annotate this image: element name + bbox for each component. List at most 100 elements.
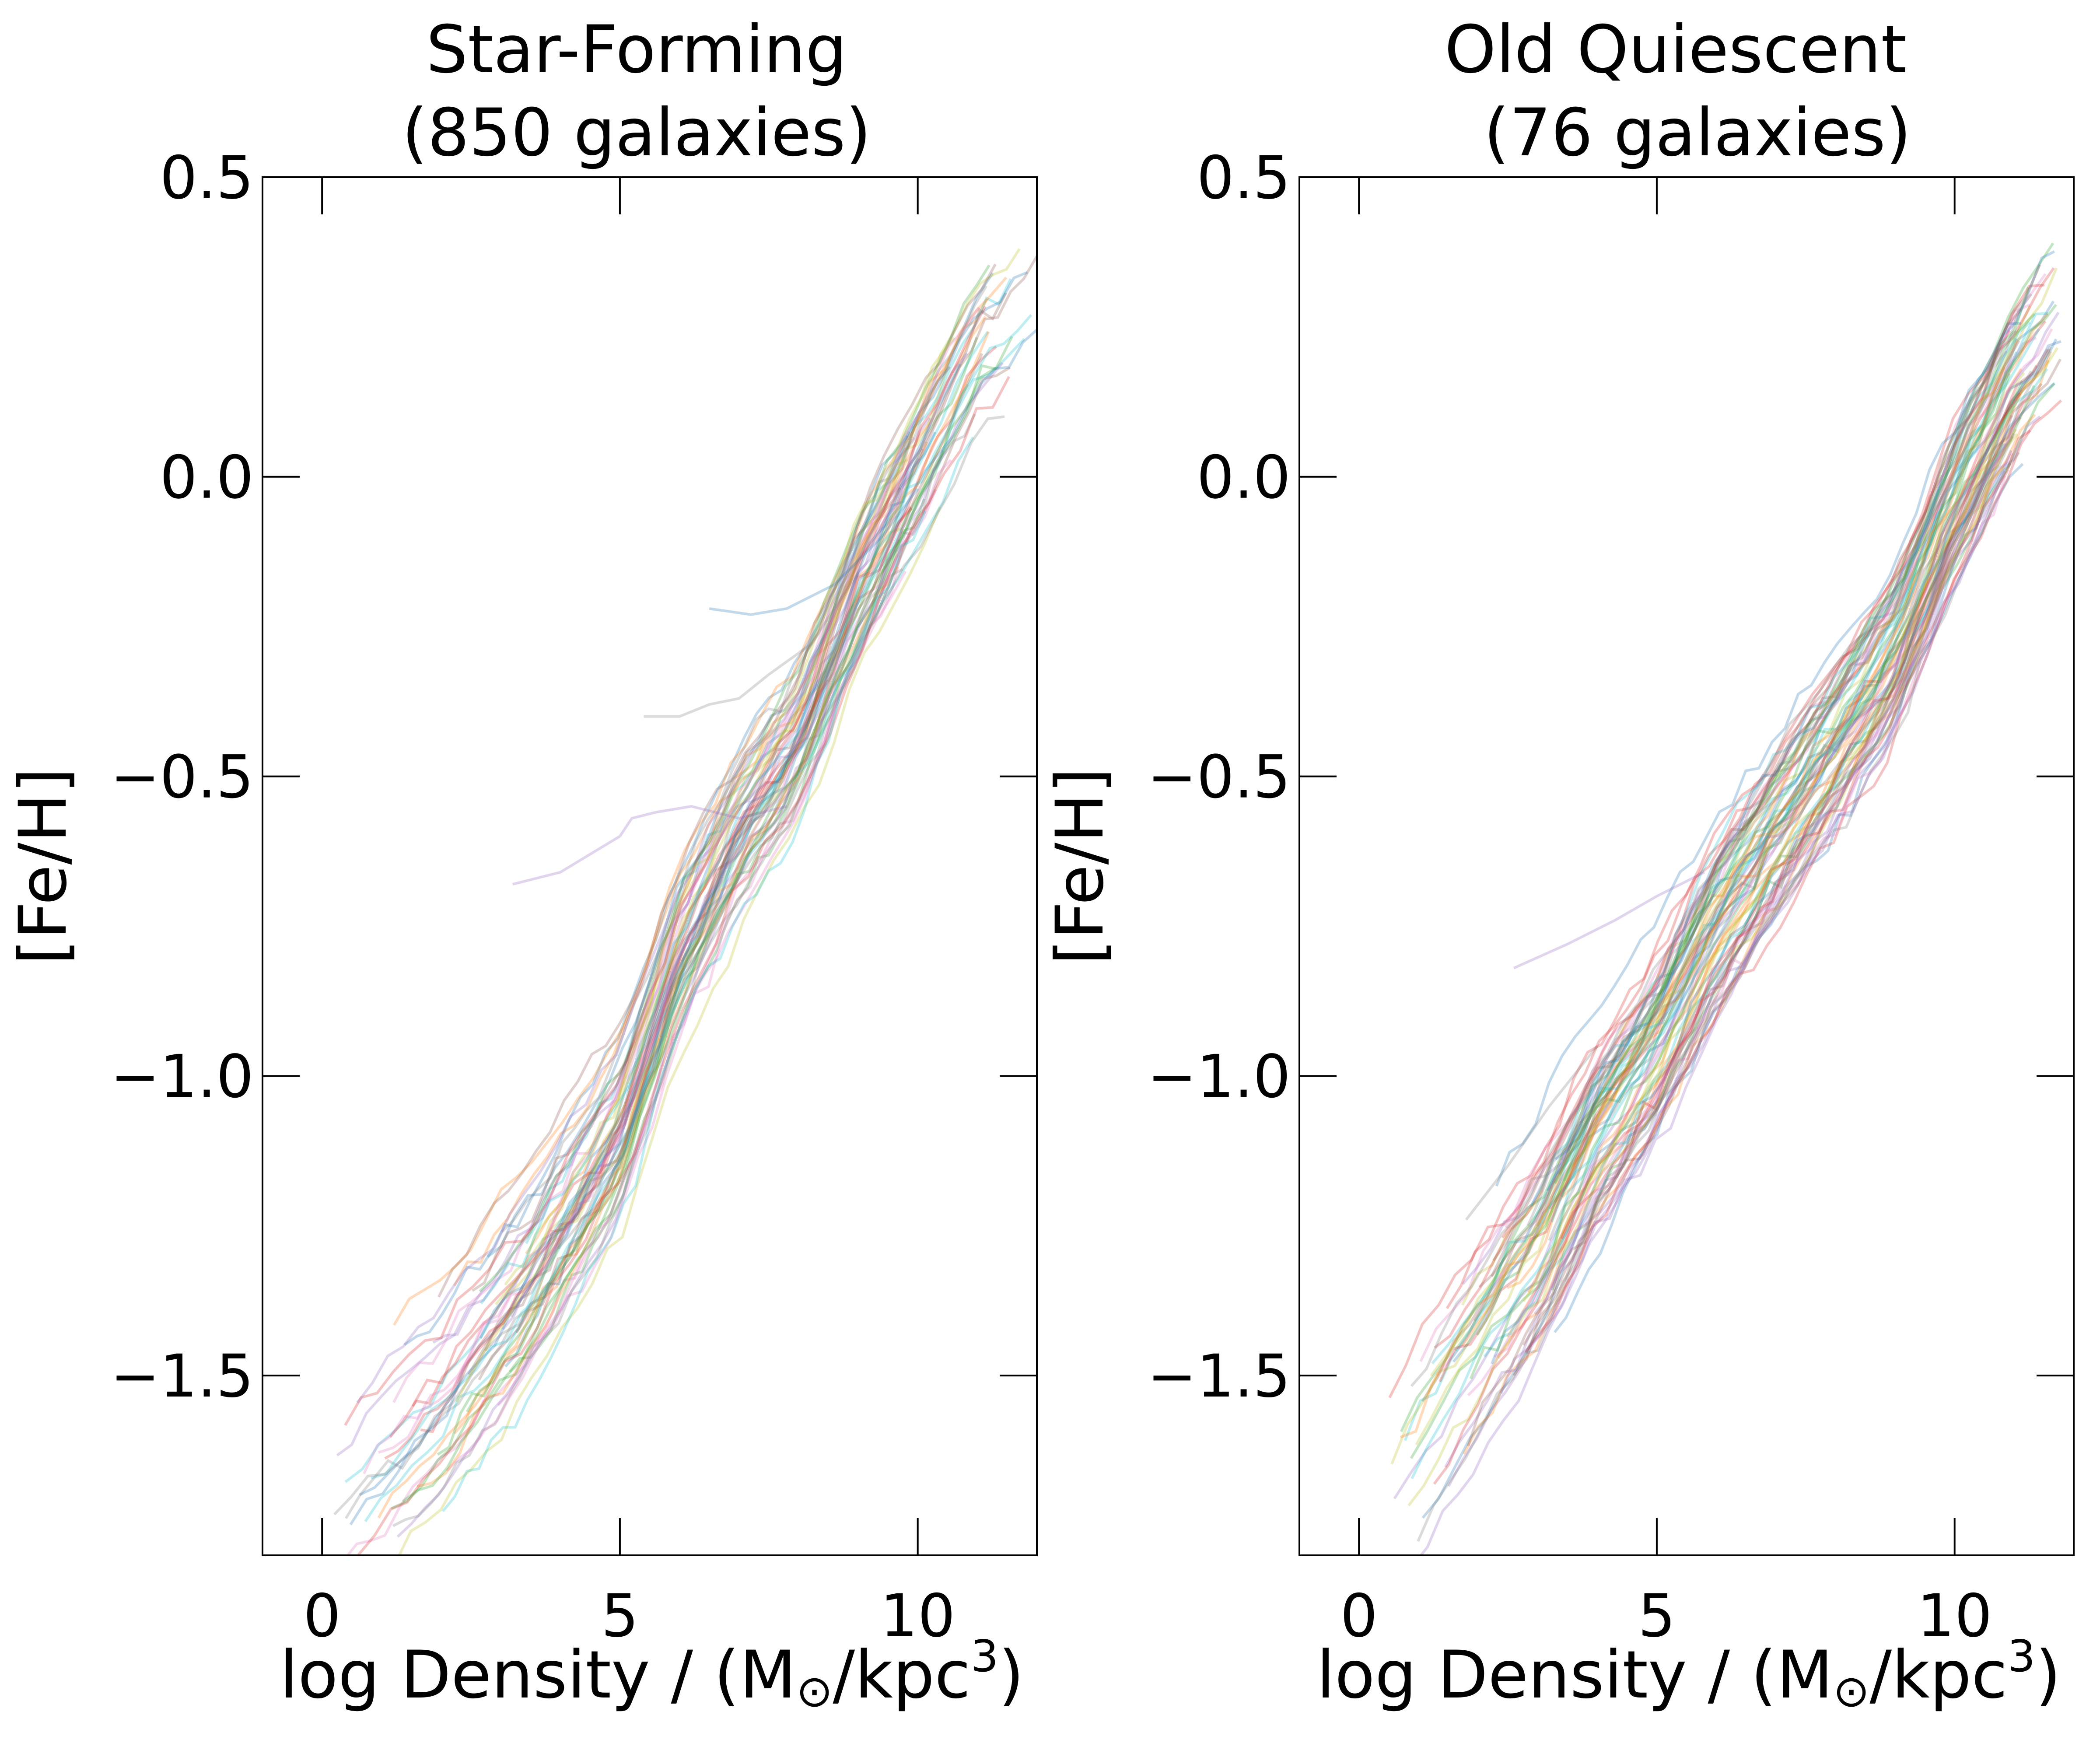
galaxy-profile-line	[1504, 336, 2037, 1228]
galaxy-profile-line	[1388, 320, 2047, 1399]
galaxy-profile-line	[1419, 470, 2006, 1555]
galaxy-profile-line	[494, 248, 1021, 1306]
galaxy-profile-line	[525, 298, 989, 1255]
galaxy-profile-line	[1430, 347, 2059, 1377]
galaxy-profile-line	[377, 441, 928, 1519]
galaxy-profile-line	[441, 510, 927, 1512]
panel-title: Star-Forming	[426, 12, 847, 88]
galaxy-profile-line	[389, 507, 913, 1438]
galaxy-profile-line	[472, 366, 951, 1292]
galaxy-profile-line	[1407, 466, 2006, 1507]
galaxy-profile-line	[479, 264, 990, 1293]
axis-ticks: 0 5 10 0.5 0.0 −0.5 −1.0 −1.5	[1147, 144, 2074, 1650]
galaxy-profile-line	[384, 506, 912, 1460]
galaxy-profile-line	[486, 271, 1028, 1258]
y-tick-label: 0.5	[160, 144, 254, 212]
x-tick-label: 0	[303, 1582, 341, 1650]
x-tick-label: 10	[1917, 1582, 1992, 1650]
galaxy-profile-line	[1393, 389, 2023, 1499]
galaxy-profile-line	[1522, 414, 2013, 1346]
galaxy-profile-line	[345, 535, 911, 1519]
y-tick-label: 0.0	[1197, 443, 1291, 512]
galaxy-profile-line	[1476, 287, 2030, 1336]
galaxy-profile-line	[515, 256, 1037, 1334]
galaxy-profile-line	[501, 285, 988, 1233]
galaxy-profile-line	[390, 336, 1013, 1510]
galaxy-profile-line	[497, 489, 937, 1406]
galaxy-profile-line	[521, 384, 970, 1318]
galaxy-profile-line	[392, 436, 915, 1403]
galaxy-profile-line	[371, 436, 974, 1480]
galaxy-profile-line	[1527, 428, 2017, 1293]
galaxy-profile-line	[1549, 312, 2060, 1210]
y-tick-label: −1.5	[1147, 1342, 1291, 1410]
galaxy-profile-line	[1483, 443, 2006, 1358]
galaxy-profile-line	[1522, 405, 2015, 1302]
galaxy-profile-line	[437, 539, 901, 1456]
galaxy-profile-line	[479, 329, 1037, 1339]
x-tick-label: 5	[1638, 1582, 1676, 1650]
galaxy-profile-line	[709, 488, 919, 616]
galaxy-profile-line	[525, 278, 1012, 1244]
galaxy-profile-line	[1417, 346, 2052, 1542]
galaxy-profile-line	[1501, 267, 2055, 1239]
galaxy-profile-line	[438, 263, 997, 1298]
galaxy-profile-line	[484, 353, 984, 1351]
galaxy-profile-line	[542, 362, 1004, 1262]
galaxy-profile-line	[1546, 250, 2055, 1191]
y-tick-label: −0.5	[110, 743, 254, 812]
galaxy-profile-line	[1525, 399, 2062, 1353]
galaxy-profile-line	[504, 358, 951, 1286]
y-tick-label: 0.5	[1197, 144, 1291, 212]
galaxy-profile-line	[1410, 383, 2055, 1459]
x-tick-label: 0	[1340, 1582, 1378, 1650]
galaxy-profile-line	[1560, 380, 2024, 1198]
x-axis-label: log Density / (M⊙/kpc3)	[280, 1631, 1024, 1717]
galaxy-profile-line	[508, 498, 926, 1373]
galaxy-profile-line	[1469, 373, 2011, 1379]
galaxy-profile-line	[1491, 463, 2024, 1365]
galaxy-profile-line	[1452, 382, 2056, 1363]
galaxy-profile-line	[1438, 348, 2049, 1382]
y-tick-label: −1.0	[1147, 1042, 1291, 1111]
galaxy-profile-line	[1462, 340, 2020, 1285]
galaxy-profile-line	[1419, 273, 2047, 1362]
galaxy-profile-line	[1495, 322, 2022, 1187]
galaxy-profile-line	[1400, 368, 2023, 1439]
galaxy-profile-line	[480, 314, 1032, 1305]
galaxy-profile-line	[1526, 293, 2033, 1226]
axis-ticks: 0 5 10 0.5 0.0 −0.5 −1.0 −1.5	[110, 144, 1037, 1650]
galaxy-profile-line	[1492, 350, 2008, 1261]
galaxy-profile-line	[1550, 312, 2048, 1222]
galaxy-profile-line	[1490, 308, 2023, 1277]
galaxy-profile-line	[1465, 1045, 1599, 1221]
galaxy-profile-line	[336, 448, 924, 1456]
galaxy-profile-line	[1447, 433, 2015, 1487]
series-lines	[1388, 242, 2062, 1555]
y-tick-label: −1.0	[110, 1042, 254, 1111]
galaxy-profile-line	[432, 458, 920, 1344]
galaxy-profile-line	[356, 352, 968, 1404]
galaxy-profile-line	[1507, 339, 2019, 1289]
galaxy-profile-line	[446, 459, 952, 1472]
galaxy-profile-line	[1493, 328, 2053, 1358]
galaxy-profile-line	[1444, 450, 2012, 1468]
galaxy-profile-line	[504, 337, 956, 1299]
galaxy-profile-line	[1461, 267, 2058, 1306]
galaxy-profile-line	[1436, 303, 2031, 1377]
galaxy-profile-line	[501, 417, 931, 1330]
galaxy-profile-line	[359, 363, 961, 1496]
galaxy-profile-line	[1550, 475, 2006, 1289]
galaxy-profile-line	[411, 346, 997, 1407]
galaxy-profile-line	[512, 805, 787, 886]
y-tick-label: −0.5	[1147, 743, 1291, 812]
panel-old-quiescent: Old Quiescent (76 galaxies) 0 5 10 0.5 0.0 −0…	[1042, 12, 2075, 1717]
galaxy-profile-line	[1410, 330, 2017, 1387]
galaxy-profile-line	[378, 306, 980, 1454]
galaxy-profile-line	[557, 413, 976, 1250]
galaxy-profile-line	[1554, 340, 2062, 1161]
galaxy-profile-line	[392, 568, 903, 1527]
galaxy-profile-line	[1497, 351, 2052, 1359]
galaxy-profile-line	[420, 487, 901, 1434]
galaxy-profile-line	[1434, 284, 2045, 1349]
